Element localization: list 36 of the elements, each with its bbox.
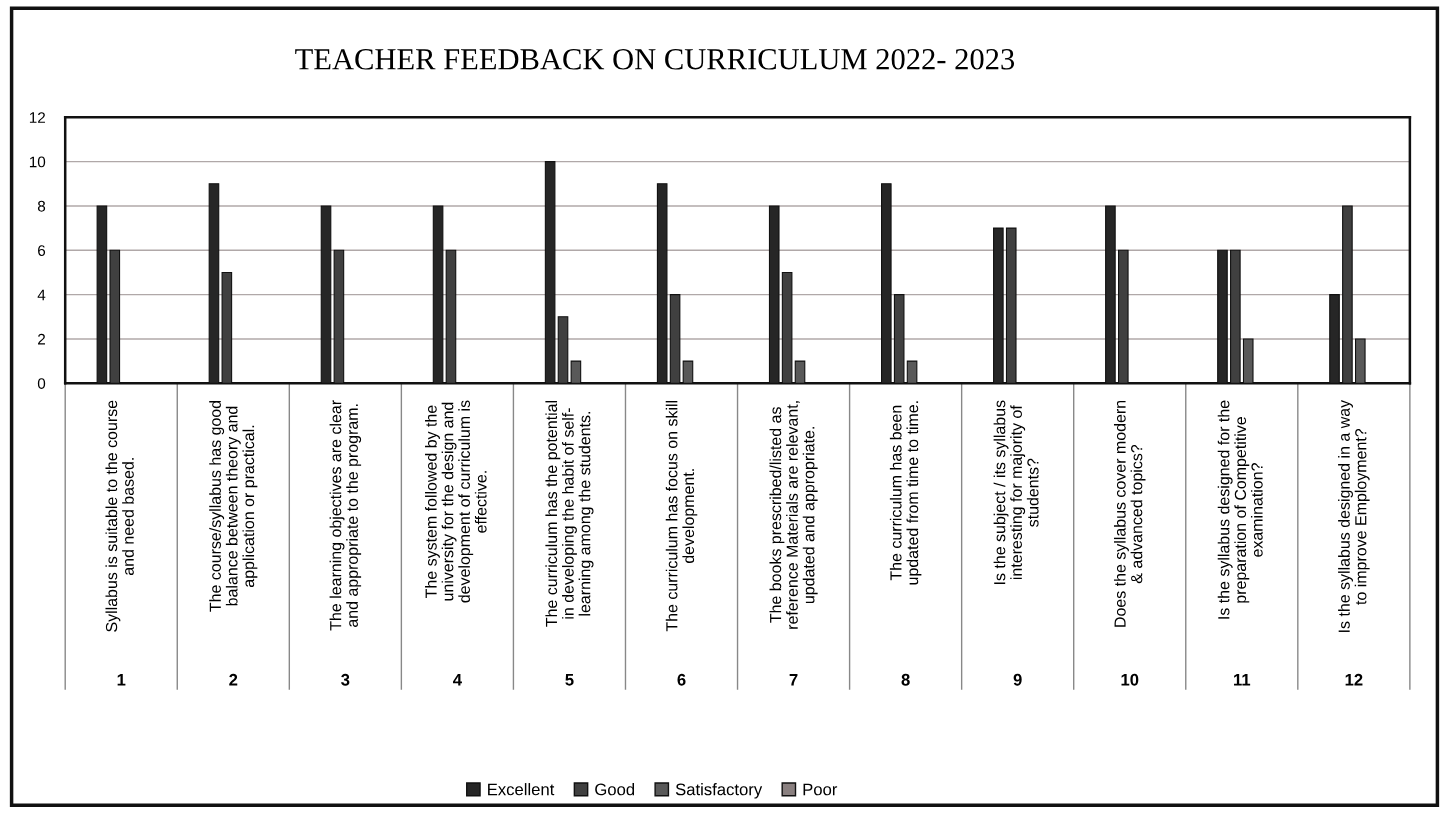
y-tick-label: 12 (29, 112, 45, 123)
x-tick-label: The course/syllabus has good balance between theory and application or practical. (209, 400, 258, 612)
y-tick-label: 6 (38, 245, 46, 256)
text: 4 (453, 674, 462, 686)
text: 2 (229, 673, 238, 686)
x-tick-label: The curriculum has been updated from time to time. (889, 401, 922, 585)
text: 7 (789, 674, 798, 686)
x-tick-label: Does the syllabus cover modern & advanced topics? (1113, 400, 1146, 627)
text: 6 (677, 673, 686, 686)
x-tick-label: The curriculum has the potential in developing the habit of self- learning among the students. (545, 400, 594, 627)
x-tick-label: The learning objectives are clear and appropriate to the program. (329, 400, 362, 631)
text: 12 (1345, 673, 1363, 686)
legend-label: Excellent (488, 783, 555, 796)
x-tick-label: Syllabus is suitable to the course and need based. (105, 400, 134, 632)
x-tick-label: The books prescribed/listed as reference Materials are relevant, updated and appropriate. (769, 401, 818, 629)
x-tick-label: Is the subject / its syllabus interesting for majority of students? (993, 400, 1039, 584)
text: 8 (901, 673, 910, 686)
legend-label: Satisfactory (675, 783, 763, 799)
x-tick-label: Is the syllabus designed for the preparation of Competitive examination? (1217, 400, 1263, 619)
x-tick-label: The system followed by the university for the design and development of curriculum is effective. (425, 400, 487, 603)
y-tick-label: 4 (37, 289, 46, 301)
legend-label: Good (595, 783, 635, 796)
text: 3 (341, 673, 350, 686)
legend-label: Poor (803, 783, 838, 796)
y-tick-label: 10 (29, 156, 46, 168)
text: 11 (1234, 674, 1251, 686)
x-tick-label: The curriculum has focus on skill development. (665, 400, 698, 632)
y-tick-label: 0 (37, 378, 46, 389)
x-tick-label: Is the syllabus designed in a way to improve Employment? (1338, 399, 1370, 632)
text: 5 (565, 674, 574, 686)
y-tick-label: 8 (37, 200, 46, 212)
y-tick-label: 2 (38, 333, 45, 345)
text: 1 (117, 674, 126, 686)
text: 10 (1121, 673, 1139, 686)
text: 9 (1013, 673, 1022, 686)
chart-title: TEACHER FEEDBACK ON CURRICULUM 2022- 2023 (295, 48, 1015, 70)
